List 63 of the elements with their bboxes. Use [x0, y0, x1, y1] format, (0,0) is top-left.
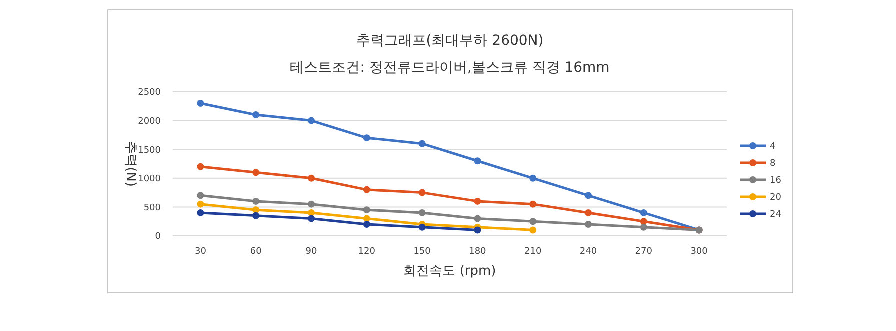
x-tick-label: 270	[635, 247, 653, 257]
y-tick-label: 1500	[138, 146, 162, 156]
point	[308, 215, 315, 222]
point	[530, 174, 537, 182]
point	[640, 218, 648, 226]
point	[308, 200, 315, 208]
y-axis-title: 추력(N)	[123, 141, 138, 187]
point	[197, 192, 204, 200]
legend-label: 24	[770, 210, 782, 220]
point	[197, 163, 204, 170]
point	[418, 189, 426, 196]
x-tick-label: 210	[524, 247, 542, 257]
chart-subtitle: 테스트조건: 정전류드라이버,볼스크류 직경 16mm	[290, 60, 610, 76]
point	[363, 220, 370, 228]
point	[252, 169, 260, 176]
point	[418, 209, 426, 216]
point	[252, 198, 260, 205]
point	[530, 226, 537, 234]
point	[474, 198, 482, 205]
point	[474, 158, 482, 165]
legend-label: 20	[770, 193, 782, 204]
x-tick-label: 120	[358, 247, 376, 257]
chart-title: 추력그래프(최대부하 2600N)	[356, 33, 544, 49]
point	[585, 220, 592, 228]
point	[363, 215, 370, 222]
x-tick-label: 150	[414, 247, 432, 257]
point	[363, 206, 370, 214]
point	[418, 224, 426, 231]
y-tick-label: 2500	[138, 88, 162, 98]
point	[308, 117, 315, 124]
point	[252, 112, 260, 119]
x-tick-label: 30	[194, 247, 207, 257]
point	[363, 134, 370, 142]
point	[474, 215, 482, 222]
point	[640, 224, 648, 231]
point	[530, 200, 537, 208]
point	[197, 100, 204, 108]
point	[308, 174, 315, 182]
point	[197, 200, 204, 208]
legend-label: 4	[770, 142, 776, 152]
point	[418, 140, 426, 148]
point	[308, 209, 315, 216]
point	[585, 209, 592, 216]
point	[474, 226, 482, 234]
point	[640, 209, 648, 216]
x-tick-label: 300	[690, 247, 708, 257]
y-tick-label: 500	[144, 203, 162, 214]
x-tick-label: 90	[306, 247, 318, 257]
point	[530, 218, 537, 226]
y-tick-label: 0	[155, 232, 162, 242]
point	[252, 212, 260, 220]
legend-label: 8	[770, 159, 776, 170]
x-axis-title: 회전속도 (rpm)	[404, 264, 496, 279]
point	[252, 206, 260, 214]
legend-label: 16	[770, 176, 782, 186]
point	[197, 209, 204, 216]
x-tick-label: 60	[250, 247, 262, 257]
point	[363, 186, 370, 194]
point	[585, 192, 592, 200]
y-tick-label: 1000	[138, 174, 162, 185]
x-tick-label: 180	[469, 247, 487, 257]
x-tick-label: 240	[580, 247, 598, 257]
y-tick-label: 2000	[138, 116, 162, 127]
